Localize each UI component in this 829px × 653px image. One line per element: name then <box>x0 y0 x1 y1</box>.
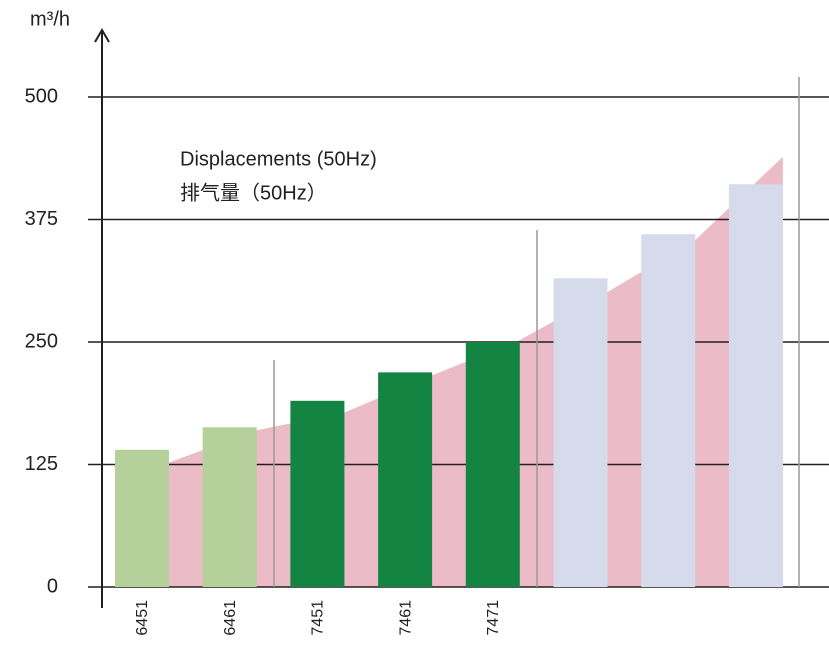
y-axis-label: m³/h <box>30 8 70 30</box>
x-tick-label: 7471 <box>485 600 502 636</box>
bar <box>202 427 257 587</box>
bar <box>290 400 345 587</box>
bar <box>728 184 783 587</box>
y-axis-arrow <box>94 28 110 43</box>
y-tick-label: 500 <box>25 85 58 107</box>
y-tick-label: 0 <box>47 575 58 597</box>
bar <box>378 372 433 587</box>
y-tick-label: 250 <box>25 330 58 352</box>
bar <box>641 234 696 587</box>
bar <box>465 342 520 587</box>
bar <box>553 278 608 587</box>
x-tick-label: 6451 <box>134 600 151 636</box>
bar <box>115 449 169 587</box>
chart-subtitle: 排气量（50Hz） <box>180 181 327 204</box>
y-tick-label: 375 <box>25 208 58 230</box>
y-tick-label: 125 <box>25 453 58 475</box>
x-tick-label: 7461 <box>397 600 414 636</box>
x-tick-label: 6461 <box>222 600 239 636</box>
x-tick-label: 7451 <box>310 600 327 636</box>
chart-title: Displacements (50Hz) <box>180 148 377 170</box>
bar-layer <box>115 184 783 587</box>
